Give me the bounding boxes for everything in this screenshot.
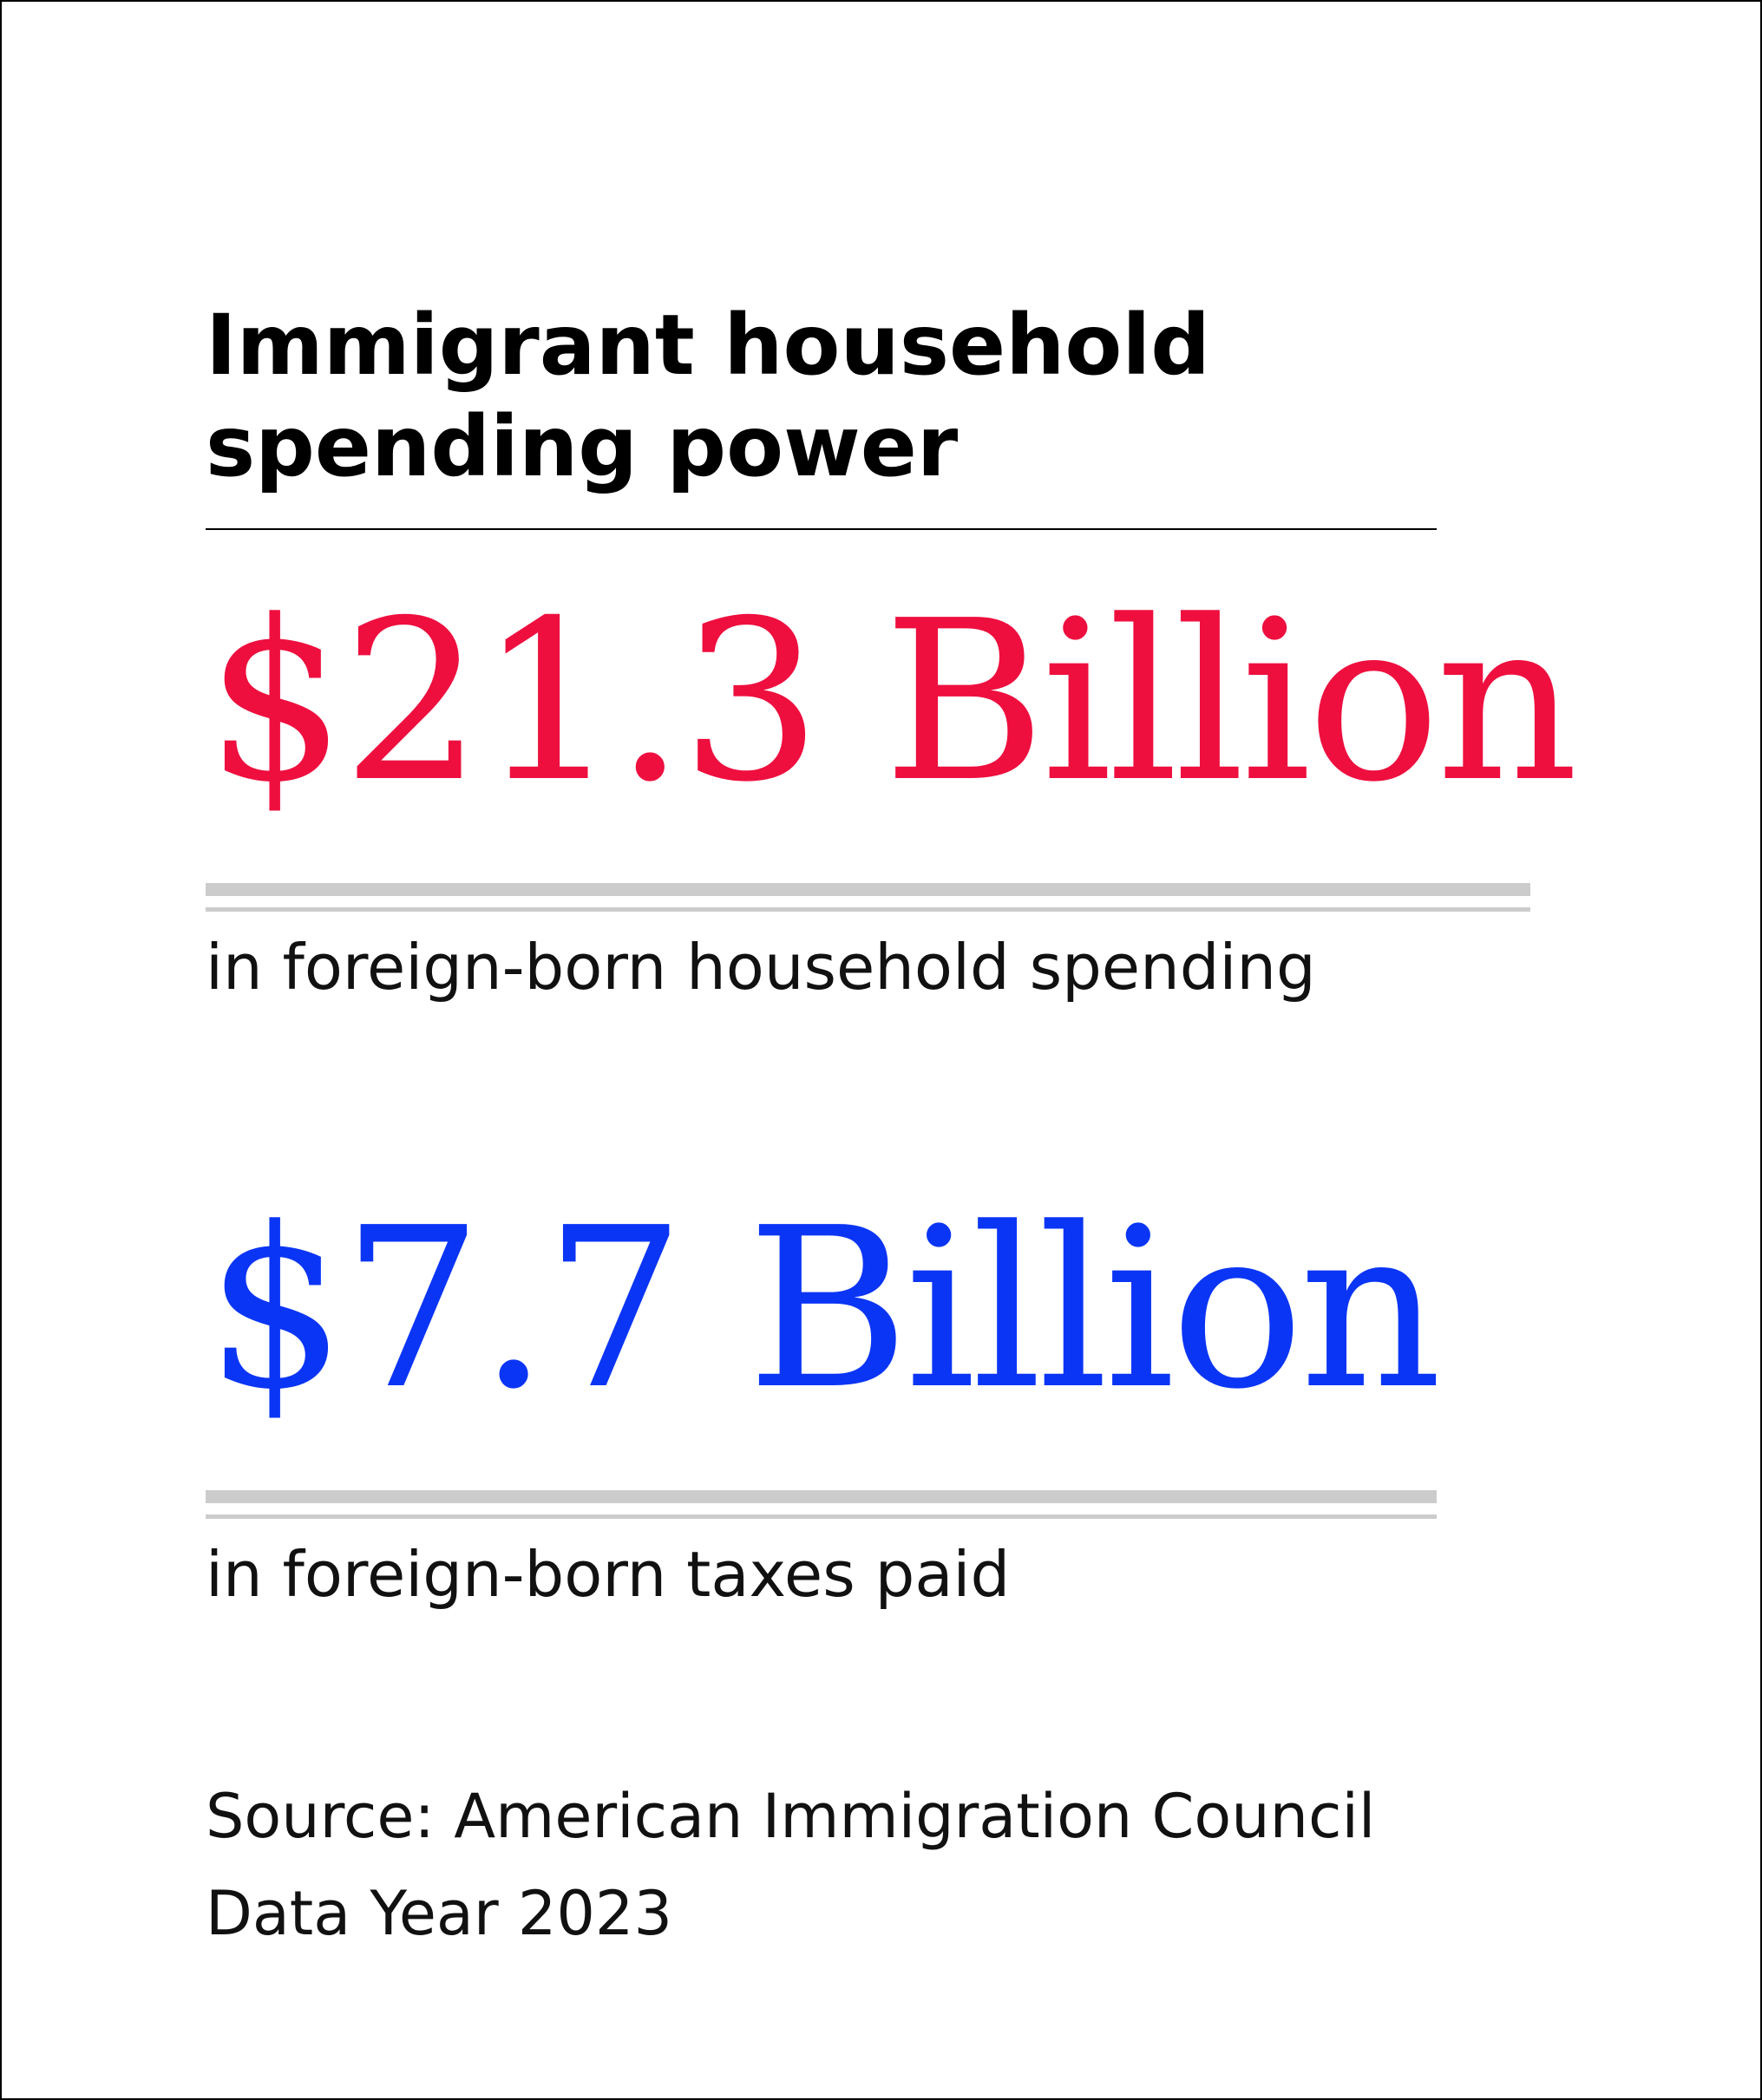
household-spending-value: $21.3 Billion <box>206 573 1578 831</box>
taxes-divider-thick <box>206 1490 1437 1503</box>
spending-divider-thick <box>206 883 1530 896</box>
taxes-divider-thin <box>206 1514 1437 1519</box>
taxes-paid-value: $7.7 Billion <box>206 1181 1442 1438</box>
title-divider <box>206 528 1437 530</box>
spending-divider-thin <box>206 907 1530 912</box>
source-line: Source: American Immigration Council <box>206 1781 1376 1852</box>
taxes-paid-description: in foreign-born taxes paid <box>206 1538 1011 1611</box>
household-spending-description: in foreign-born household spending <box>206 931 1316 1004</box>
infographic-title: Immigrant household spending power <box>206 297 1210 495</box>
data-year-line: Data Year 2023 <box>206 1878 672 1949</box>
